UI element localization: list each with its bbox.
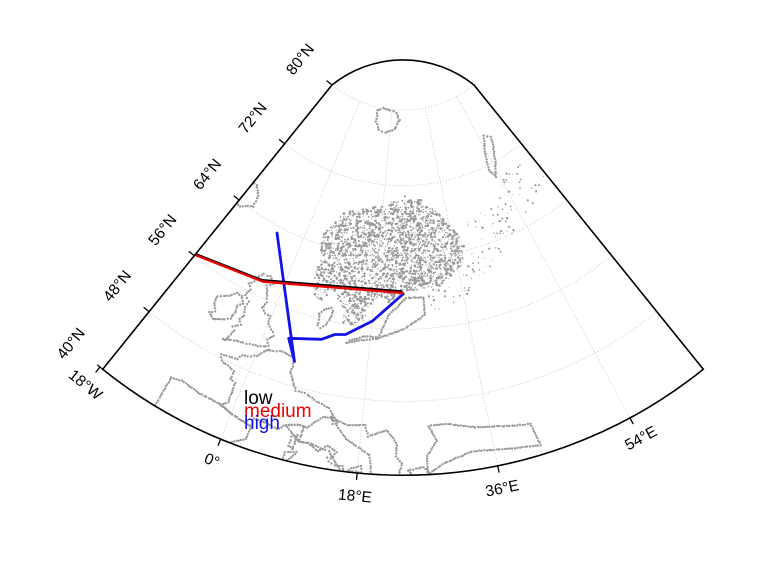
svg-text:18°E: 18°E xyxy=(337,486,372,506)
svg-text:high: high xyxy=(244,413,280,434)
